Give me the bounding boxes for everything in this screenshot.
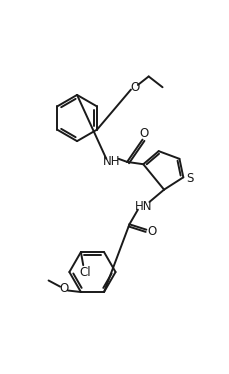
Text: HN: HN	[134, 200, 151, 213]
Text: Cl: Cl	[79, 266, 90, 279]
Text: O: O	[147, 226, 156, 239]
Text: O: O	[130, 81, 139, 94]
Text: S: S	[186, 172, 193, 186]
Text: NH: NH	[103, 156, 120, 168]
Text: O: O	[59, 282, 68, 295]
Text: O: O	[139, 127, 148, 140]
